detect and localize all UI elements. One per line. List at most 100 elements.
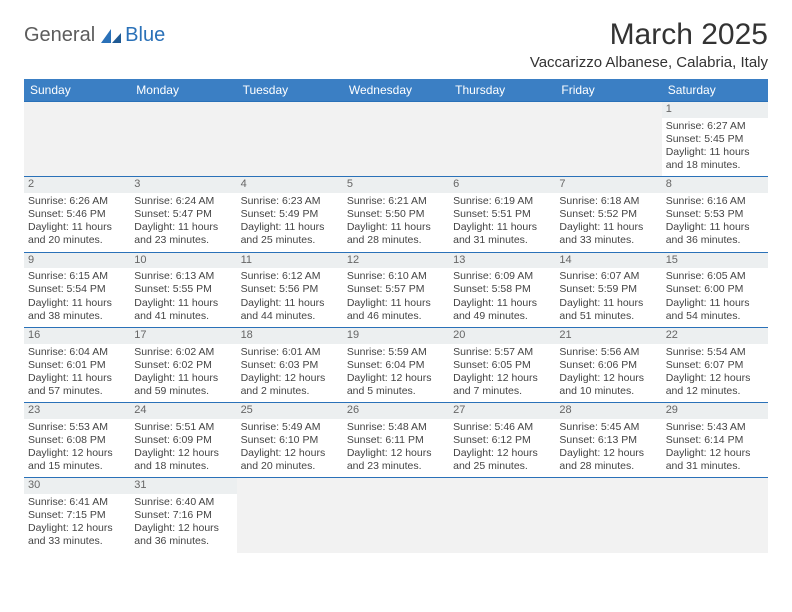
sunset-text: Sunset: 5:52 PM: [559, 208, 657, 221]
daylight-text: Daylight: 11 hours and 44 minutes.: [241, 297, 339, 323]
day-number: 6: [449, 177, 555, 193]
sunrise-text: Sunrise: 5:57 AM: [453, 346, 551, 359]
daylight-text: Daylight: 12 hours and 18 minutes.: [134, 447, 232, 473]
sunrise-text: Sunrise: 5:54 AM: [666, 346, 764, 359]
sunset-text: Sunset: 6:07 PM: [666, 359, 764, 372]
calendar-row: 30Sunrise: 6:41 AMSunset: 7:15 PMDayligh…: [24, 478, 768, 553]
sunrise-text: Sunrise: 5:46 AM: [453, 421, 551, 434]
day-cell: 27Sunrise: 5:46 AMSunset: 6:12 PMDayligh…: [449, 403, 555, 478]
daylight-text: Daylight: 12 hours and 36 minutes.: [134, 522, 232, 548]
weekday-header: Tuesday: [237, 79, 343, 102]
sunset-text: Sunset: 7:15 PM: [28, 509, 126, 522]
day-number: 28: [555, 403, 661, 419]
daylight-text: Daylight: 11 hours and 23 minutes.: [134, 221, 232, 247]
day-number: 25: [237, 403, 343, 419]
day-number: 3: [130, 177, 236, 193]
daylight-text: Daylight: 11 hours and 57 minutes.: [28, 372, 126, 398]
daylight-text: Daylight: 11 hours and 41 minutes.: [134, 297, 232, 323]
sunrise-text: Sunrise: 5:51 AM: [134, 421, 232, 434]
day-cell: 15Sunrise: 6:05 AMSunset: 6:00 PMDayligh…: [662, 252, 768, 327]
sunrise-text: Sunrise: 5:48 AM: [347, 421, 445, 434]
weekday-header: Wednesday: [343, 79, 449, 102]
sunset-text: Sunset: 6:14 PM: [666, 434, 764, 447]
day-cell: 25Sunrise: 5:49 AMSunset: 6:10 PMDayligh…: [237, 403, 343, 478]
day-cell: 7Sunrise: 6:18 AMSunset: 5:52 PMDaylight…: [555, 177, 661, 252]
daylight-text: Daylight: 11 hours and 59 minutes.: [134, 372, 232, 398]
day-cell: 30Sunrise: 6:41 AMSunset: 7:15 PMDayligh…: [24, 478, 130, 553]
day-cell: 18Sunrise: 6:01 AMSunset: 6:03 PMDayligh…: [237, 327, 343, 402]
daylight-text: Daylight: 12 hours and 12 minutes.: [666, 372, 764, 398]
sunset-text: Sunset: 6:02 PM: [134, 359, 232, 372]
sunrise-text: Sunrise: 6:10 AM: [347, 270, 445, 283]
empty-cell: [662, 478, 768, 553]
sunrise-text: Sunrise: 5:43 AM: [666, 421, 764, 434]
sunrise-text: Sunrise: 6:24 AM: [134, 195, 232, 208]
sunrise-text: Sunrise: 6:09 AM: [453, 270, 551, 283]
day-number: 19: [343, 328, 449, 344]
calendar-row: 23Sunrise: 5:53 AMSunset: 6:08 PMDayligh…: [24, 403, 768, 478]
day-cell: 21Sunrise: 5:56 AMSunset: 6:06 PMDayligh…: [555, 327, 661, 402]
sunrise-text: Sunrise: 5:49 AM: [241, 421, 339, 434]
day-cell: 11Sunrise: 6:12 AMSunset: 5:56 PMDayligh…: [237, 252, 343, 327]
day-cell: 17Sunrise: 6:02 AMSunset: 6:02 PMDayligh…: [130, 327, 236, 402]
location-text: Vaccarizzo Albanese, Calabria, Italy: [530, 54, 768, 71]
empty-cell: [237, 478, 343, 553]
daylight-text: Daylight: 11 hours and 33 minutes.: [559, 221, 657, 247]
logo: General Blue: [24, 24, 165, 47]
day-cell: 8Sunrise: 6:16 AMSunset: 5:53 PMDaylight…: [662, 177, 768, 252]
empty-cell: [449, 478, 555, 553]
sunrise-text: Sunrise: 6:12 AM: [241, 270, 339, 283]
daylight-text: Daylight: 12 hours and 28 minutes.: [559, 447, 657, 473]
sunset-text: Sunset: 6:06 PM: [559, 359, 657, 372]
logo-text-blue: Blue: [125, 24, 165, 47]
day-cell: 22Sunrise: 5:54 AMSunset: 6:07 PMDayligh…: [662, 327, 768, 402]
daylight-text: Daylight: 12 hours and 33 minutes.: [28, 522, 126, 548]
day-number: 14: [555, 253, 661, 269]
sunset-text: Sunset: 6:04 PM: [347, 359, 445, 372]
sunset-text: Sunset: 6:13 PM: [559, 434, 657, 447]
day-number: 10: [130, 253, 236, 269]
day-cell: 10Sunrise: 6:13 AMSunset: 5:55 PMDayligh…: [130, 252, 236, 327]
sail-icon: [99, 27, 123, 45]
day-cell: 23Sunrise: 5:53 AMSunset: 6:08 PMDayligh…: [24, 403, 130, 478]
daylight-text: Daylight: 12 hours and 10 minutes.: [559, 372, 657, 398]
sunrise-text: Sunrise: 6:21 AM: [347, 195, 445, 208]
day-number: 13: [449, 253, 555, 269]
sunset-text: Sunset: 5:59 PM: [559, 283, 657, 296]
sunset-text: Sunset: 5:57 PM: [347, 283, 445, 296]
empty-cell: [555, 102, 661, 177]
logo-text-general: General: [24, 24, 95, 47]
empty-cell: [237, 102, 343, 177]
sunset-text: Sunset: 5:47 PM: [134, 208, 232, 221]
day-number: 30: [24, 478, 130, 494]
day-number: 29: [662, 403, 768, 419]
day-number: 31: [130, 478, 236, 494]
day-cell: 3 Sunrise: 6:24 AMSunset: 5:47 PMDaylight…: [130, 177, 236, 252]
sunrise-text: Sunrise: 6:27 AM: [666, 120, 764, 133]
day-number: 16: [24, 328, 130, 344]
calendar-row: 16Sunrise: 6:04 AMSunset: 6:01 PMDayligh…: [24, 327, 768, 402]
sunset-text: Sunset: 5:45 PM: [666, 133, 764, 146]
weekday-header: Thursday: [449, 79, 555, 102]
sunrise-text: Sunrise: 6:26 AM: [28, 195, 126, 208]
sunset-text: Sunset: 6:12 PM: [453, 434, 551, 447]
day-cell: 5Sunrise: 6:21 AMSunset: 5:50 PMDaylight…: [343, 177, 449, 252]
page-title: March 2025: [530, 18, 768, 52]
daylight-text: Daylight: 11 hours and 36 minutes.: [666, 221, 764, 247]
sunset-text: Sunset: 5:58 PM: [453, 283, 551, 296]
daylight-text: Daylight: 11 hours and 28 minutes.: [347, 221, 445, 247]
sunrise-text: Sunrise: 5:53 AM: [28, 421, 126, 434]
sunset-text: Sunset: 5:51 PM: [453, 208, 551, 221]
empty-cell: [343, 478, 449, 553]
calendar-row: 1Sunrise: 6:27 AMSunset: 5:45 PMDaylight…: [24, 102, 768, 177]
daylight-text: Daylight: 11 hours and 25 minutes.: [241, 221, 339, 247]
day-number: 24: [130, 403, 236, 419]
day-number: 7: [555, 177, 661, 193]
sunset-text: Sunset: 5:54 PM: [28, 283, 126, 296]
empty-cell: [449, 102, 555, 177]
daylight-text: Daylight: 11 hours and 46 minutes.: [347, 297, 445, 323]
day-cell: 31Sunrise: 6:40 AMSunset: 7:16 PMDayligh…: [130, 478, 236, 553]
calendar-row: 9Sunrise: 6:15 AMSunset: 5:54 PMDaylight…: [24, 252, 768, 327]
sunset-text: Sunset: 6:08 PM: [28, 434, 126, 447]
day-cell: 2Sunrise: 6:26 AMSunset: 5:46 PMDaylight…: [24, 177, 130, 252]
